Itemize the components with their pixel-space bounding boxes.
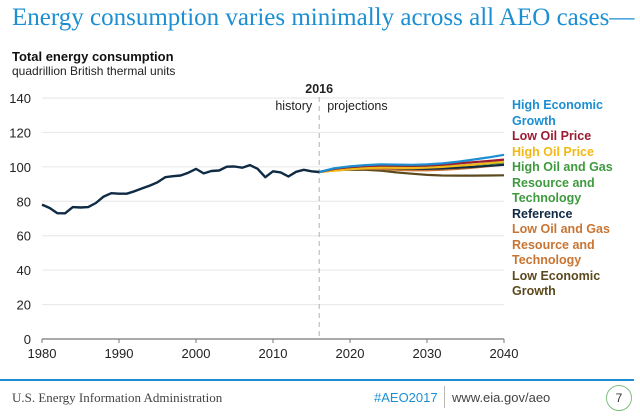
legend-item-low-oil-price: Low Oil Price [512,129,592,143]
x-tick-label: 1990 [105,346,134,361]
legend-item-high-oil-price: High Oil Price [512,144,594,159]
divider-year-label: 2016 [305,82,333,96]
legend-item-high-oil-and-gas-resource-and-technology: High Oil and Gas Resource and Technology [512,160,613,205]
history-line [41,163,320,215]
projections-label: projections [327,99,387,113]
legend-item-high-economic-growth: High Economic Growth [512,98,603,128]
x-tick-label: 2040 [490,346,519,361]
x-tick-label: 2030 [413,346,442,361]
y-tick-label: 120 [9,125,31,140]
y-tick-label: 40 [17,263,31,278]
footer-organization: U.S. Energy Information Administration [12,390,223,405]
x-tick-label: 2020 [336,346,365,361]
x-tick-label: 2000 [182,346,211,361]
chart-title: Total energy consumption [12,49,174,64]
chart-legend: High Economic Growth Low Oil Price High Oi… [512,98,637,300]
series-line-high-oil-price [319,160,505,174]
x-tick-label: 1980 [28,346,57,361]
y-tick-label: 60 [17,229,31,244]
page-number: 7 [606,385,632,411]
series-line-high-economic-growth [318,153,505,174]
y-tick-label: 140 [9,91,31,106]
y-tick-label: 0 [24,332,31,347]
chart-subtitle: quadrillion British thermal units [12,64,176,78]
legend-item-low-economic-growth: Low Economic Growth [512,268,601,299]
legend-item-reference: Reference [512,206,573,221]
footer-divider-line [0,379,634,381]
y-tick-label: 20 [17,298,31,313]
y-tick-label: 100 [9,160,31,175]
footer-separator [444,386,445,408]
legend-item-low-oil-and-gas-resource-and-technology: Low Oil and Gas Resource and Technology [512,222,610,267]
y-tick-label: 80 [17,194,31,209]
slide-title: Energy consumption varies minimally acro… [12,4,635,31]
x-tick-label: 2010 [259,346,288,361]
footer-url: www.eia.gov/aeo [452,390,551,405]
footer-hashtag: #AEO2017 [374,390,438,405]
history-label: history [275,99,313,113]
